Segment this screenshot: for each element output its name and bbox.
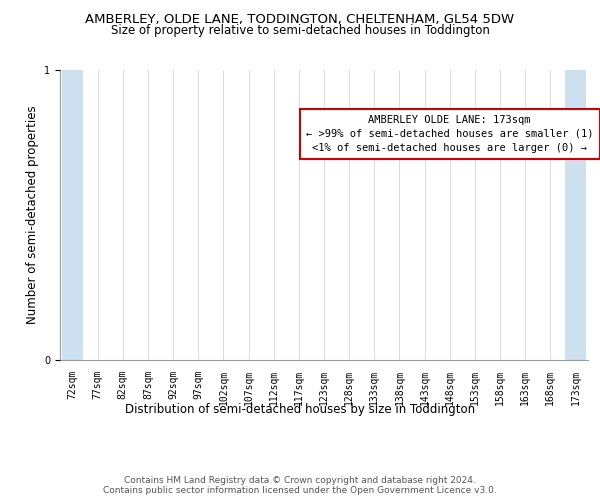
- Text: AMBERLEY OLDE LANE: 173sqm
← >99% of semi-detached houses are smaller (1)
<1% of: AMBERLEY OLDE LANE: 173sqm ← >99% of sem…: [306, 115, 593, 153]
- Text: Contains HM Land Registry data © Crown copyright and database right 2024.: Contains HM Land Registry data © Crown c…: [124, 476, 476, 485]
- Bar: [62, 70, 83, 360]
- Text: Distribution of semi-detached houses by size in Toddington: Distribution of semi-detached houses by …: [125, 402, 475, 415]
- Text: Size of property relative to semi-detached houses in Toddington: Size of property relative to semi-detach…: [110, 24, 490, 37]
- Bar: [565, 70, 586, 360]
- Text: Contains public sector information licensed under the Open Government Licence v3: Contains public sector information licen…: [103, 486, 497, 495]
- Text: AMBERLEY, OLDE LANE, TODDINGTON, CHELTENHAM, GL54 5DW: AMBERLEY, OLDE LANE, TODDINGTON, CHELTEN…: [85, 12, 515, 26]
- Bar: [565, 70, 586, 360]
- Bar: [62, 70, 83, 360]
- Y-axis label: Number of semi-detached properties: Number of semi-detached properties: [26, 106, 38, 324]
